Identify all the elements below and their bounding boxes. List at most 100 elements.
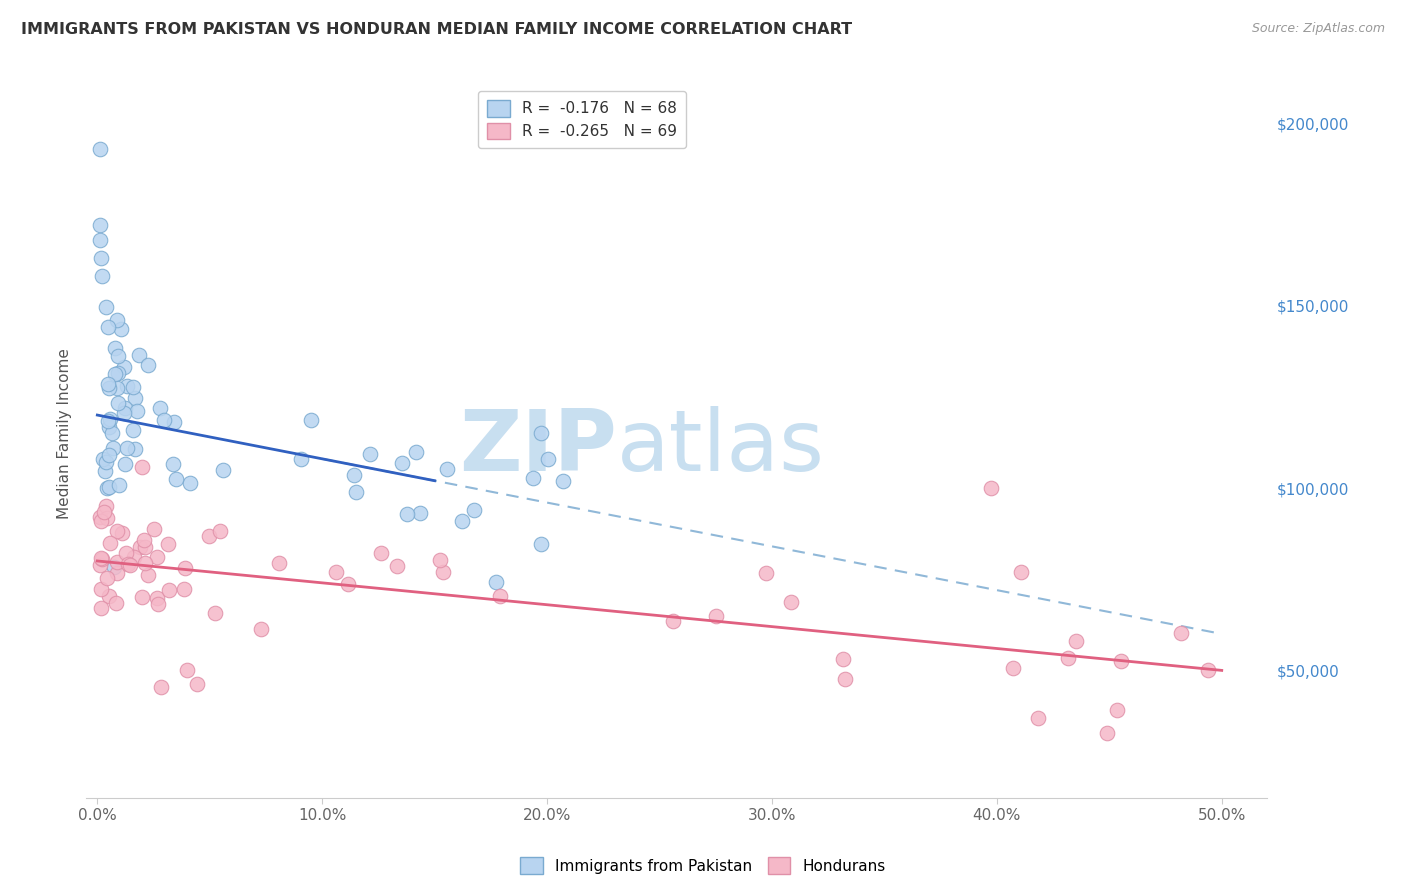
- Point: [337, 577, 360, 591]
- Point: [96, 571, 118, 585]
- Point: [122, 380, 145, 394]
- Point: [530, 425, 553, 440]
- Point: [429, 553, 451, 567]
- Point: [662, 614, 685, 628]
- Point: [1109, 654, 1132, 668]
- Point: [98, 411, 121, 425]
- Point: [124, 442, 146, 456]
- Point: [89, 142, 111, 156]
- Y-axis label: Median Family Income: Median Family Income: [58, 348, 72, 519]
- Point: [405, 445, 427, 459]
- Point: [1095, 725, 1118, 739]
- Point: [128, 348, 150, 362]
- Point: [1057, 651, 1080, 665]
- Point: [145, 591, 167, 606]
- Point: [90, 582, 112, 596]
- Point: [114, 401, 136, 415]
- Point: [89, 558, 111, 572]
- Point: [451, 514, 474, 528]
- Point: [176, 663, 198, 677]
- Point: [91, 551, 114, 566]
- Legend: Immigrants from Pakistan, Hondurans: Immigrants from Pakistan, Hondurans: [515, 851, 891, 880]
- Point: [537, 452, 560, 467]
- Point: [97, 480, 120, 494]
- Point: [114, 457, 136, 471]
- Point: [90, 269, 112, 284]
- Point: [120, 558, 142, 572]
- Point: [97, 414, 120, 428]
- Point: [1197, 663, 1219, 677]
- Point: [98, 536, 121, 550]
- Point: [1107, 704, 1129, 718]
- Point: [131, 590, 153, 604]
- Point: [485, 574, 508, 589]
- Point: [105, 380, 128, 394]
- Point: [94, 464, 117, 478]
- Point: [138, 359, 160, 373]
- Point: [198, 529, 221, 543]
- Point: [97, 448, 120, 462]
- Point: [134, 556, 156, 570]
- Point: [107, 396, 129, 410]
- Point: [98, 589, 121, 603]
- Point: [112, 359, 135, 374]
- Point: [89, 233, 111, 247]
- Point: [1026, 710, 1049, 724]
- Point: [110, 322, 132, 336]
- Point: [91, 452, 114, 467]
- Point: [107, 349, 129, 363]
- Point: [1170, 625, 1192, 640]
- Point: [90, 601, 112, 615]
- Point: [269, 556, 291, 570]
- Point: [325, 565, 347, 579]
- Point: [432, 565, 454, 579]
- Point: [94, 455, 117, 469]
- Point: [149, 401, 172, 415]
- Point: [124, 391, 146, 405]
- Point: [124, 549, 146, 564]
- Point: [97, 377, 120, 392]
- Point: [131, 460, 153, 475]
- Point: [103, 441, 125, 455]
- Point: [105, 313, 128, 327]
- Point: [344, 484, 367, 499]
- Point: [834, 673, 856, 687]
- Legend: R =  -0.176   N = 68, R =  -0.265   N = 69: R = -0.176 N = 68, R = -0.265 N = 69: [478, 91, 686, 148]
- Point: [89, 514, 111, 528]
- Point: [343, 467, 366, 482]
- Point: [121, 423, 143, 437]
- Point: [299, 412, 322, 426]
- Point: [463, 502, 485, 516]
- Point: [704, 609, 727, 624]
- Point: [90, 251, 112, 265]
- Point: [93, 505, 115, 519]
- Point: [94, 499, 117, 513]
- Point: [111, 526, 134, 541]
- Point: [143, 522, 166, 536]
- Point: [97, 420, 120, 434]
- Point: [132, 533, 155, 548]
- Point: [104, 367, 127, 381]
- Point: [212, 463, 235, 477]
- Point: [89, 509, 111, 524]
- Point: [94, 300, 117, 314]
- Point: [114, 546, 136, 560]
- Point: [551, 474, 574, 488]
- Point: [370, 546, 392, 560]
- Point: [128, 540, 150, 554]
- Point: [209, 524, 232, 538]
- Point: [112, 406, 135, 420]
- Point: [97, 382, 120, 396]
- Point: [152, 413, 174, 427]
- Point: [1010, 565, 1032, 579]
- Point: [101, 426, 124, 441]
- Text: ZIP: ZIP: [460, 407, 617, 490]
- Point: [149, 681, 172, 695]
- Point: [522, 471, 544, 485]
- Point: [97, 319, 120, 334]
- Point: [391, 456, 413, 470]
- Point: [117, 379, 139, 393]
- Point: [103, 560, 125, 574]
- Point: [409, 506, 432, 520]
- Point: [127, 403, 149, 417]
